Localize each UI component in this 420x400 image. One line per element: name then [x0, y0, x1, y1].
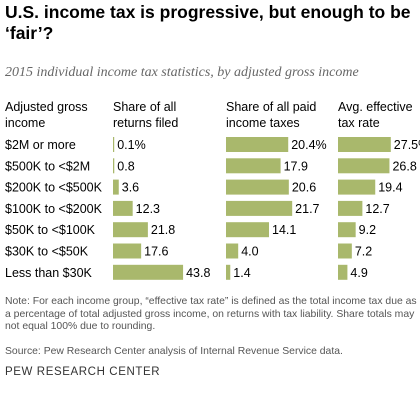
data-label-returns: 43.8 — [186, 266, 210, 280]
bar-taxes — [226, 179, 289, 195]
data-label-rate: 26.8 — [392, 159, 416, 173]
bar-returns — [113, 222, 148, 238]
column-header-group: Adjusted gross income — [5, 100, 88, 130]
bar-rate — [338, 243, 352, 259]
bar-rate — [338, 222, 356, 238]
bar-taxes — [226, 137, 289, 152]
bar-returns — [113, 264, 184, 280]
chart-note: Note: For each income group, “effective … — [5, 296, 417, 333]
bar-taxes — [226, 243, 239, 259]
bar-returns — [113, 243, 142, 259]
chart-title: U.S. income tax is progressive, but enou… — [5, 2, 411, 43]
bar-returns — [113, 137, 115, 152]
data-label-rate: 27.5% — [394, 138, 420, 152]
bar-returns — [113, 200, 133, 216]
data-label-returns: 12.3 — [136, 202, 160, 216]
category-label: $50K to <$100K — [5, 223, 96, 237]
column-header-returns: Share of all returns filed — [113, 100, 179, 130]
column-header-taxes: Share of all paid income taxes — [226, 100, 317, 130]
data-label-rate: 7.2 — [355, 245, 372, 259]
data-label-rate: 4.9 — [350, 266, 367, 280]
income-tax-chart: $2M or more $500K to <$2M $200K to <$500K $… — [5, 137, 420, 280]
brand-logo-text: PEW RESEARCH CENTER — [5, 366, 161, 378]
chart-source: Source: Pew Research Center analysis of … — [5, 346, 343, 357]
bar-rate — [338, 264, 348, 280]
data-label-taxes: 20.6 — [292, 181, 316, 195]
data-label-taxes: 17.9 — [284, 159, 308, 173]
data-label-returns: 17.6 — [144, 245, 168, 259]
data-label-rate: 9.2 — [359, 223, 376, 237]
data-label-rate: 12.7 — [365, 202, 389, 216]
bar-taxes — [226, 264, 231, 280]
chart-subtitle: 2015 individual income tax statistics, b… — [5, 65, 359, 80]
bar-taxes — [226, 200, 293, 216]
category-label: $200K to <$500K — [5, 181, 103, 195]
bar-returns — [113, 179, 119, 195]
bar-taxes — [226, 222, 270, 238]
data-label-returns: 0.8 — [117, 159, 134, 173]
data-label-taxes: 4.0 — [241, 245, 258, 259]
data-label-returns: 21.8 — [151, 223, 175, 237]
category-label: $2M or more — [5, 138, 76, 152]
bar-rate — [338, 200, 363, 216]
bar-taxes — [226, 158, 281, 174]
bar-returns — [113, 158, 115, 174]
data-label-taxes: 21.7 — [295, 202, 319, 216]
bar-rate — [338, 137, 391, 152]
data-label-returns: 3.6 — [122, 181, 139, 195]
category-label: $500K to <$2M — [5, 159, 90, 173]
data-label-returns: 0.1% — [117, 138, 146, 152]
data-label-rate: 19.4 — [378, 181, 402, 195]
column-header-rate: Avg. effective tax rate — [338, 100, 413, 130]
category-label: Less than $30K — [5, 266, 93, 280]
data-label-taxes: 14.1 — [272, 223, 296, 237]
bar-rate — [338, 179, 376, 195]
data-label-taxes: 1.4 — [233, 266, 250, 280]
category-label: $100K to <$200K — [5, 202, 103, 216]
data-label-taxes: 20.4% — [291, 138, 326, 152]
bar-rate — [338, 158, 390, 174]
category-label: $30K to <$50K — [5, 245, 89, 259]
